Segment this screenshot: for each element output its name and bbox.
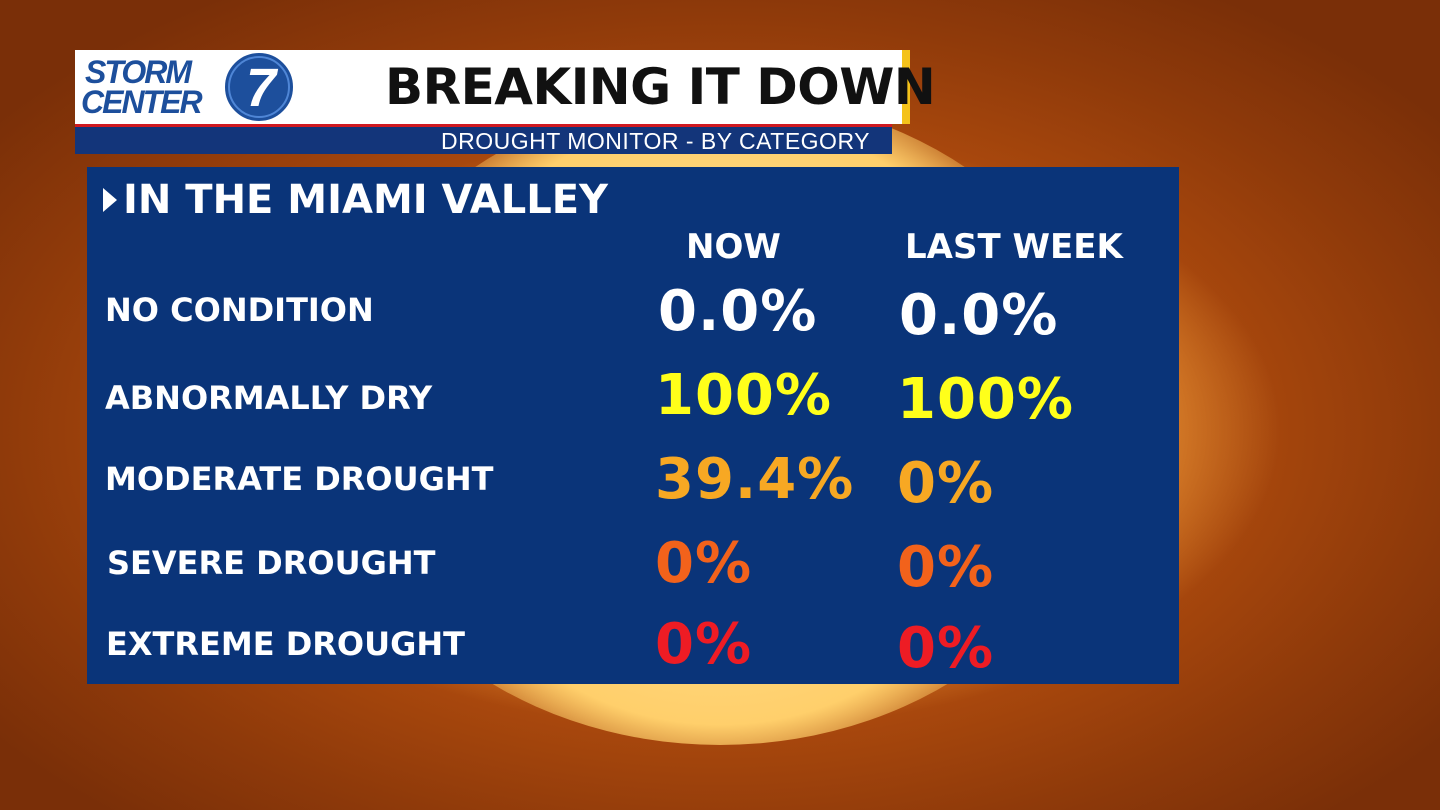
subtitle-bar: DROUGHT MONITOR - BY CATEGORY [75,124,892,154]
row-label-extreme-drought: EXTREME DROUGHT [106,625,465,663]
drought-table-panel: IN THE MIAMI VALLEY NOW LAST WEEK NO CON… [87,167,1179,684]
region-heading: IN THE MIAMI VALLEY [103,177,608,223]
row-label-abnormally-dry: ABNORMALLY DRY [105,379,433,417]
region-heading-text: IN THE MIAMI VALLEY [123,177,609,223]
logo-number: 7 [246,58,279,118]
row-last-week-abnormally-dry: 100% [897,367,1075,432]
row-label-no-condition: NO CONDITION [105,291,374,329]
channel-7-icon: 7 [223,51,295,123]
row-now-moderate-drought: 39.4% [655,447,855,512]
row-last-week-extreme-drought: 0% [897,616,995,681]
row-last-week-no-condition: 0.0% [899,283,1059,348]
row-now-no-condition: 0.0% [658,279,818,344]
title-banner: STORM CENTER 7 BREAKING IT DOWN DROUGHT … [75,50,936,154]
row-last-week-severe-drought: 0% [897,535,995,600]
row-label-severe-drought: SEVERE DROUGHT [107,544,436,582]
page-subtitle: DROUGHT MONITOR - BY CATEGORY [441,128,870,154]
row-label-moderate-drought: MODERATE DROUGHT [105,460,494,498]
column-header-now: NOW [686,227,781,267]
logo-storm-text: STORM [85,54,192,90]
title-bar: STORM CENTER 7 BREAKING IT DOWN [75,50,936,124]
storm-center-7-logo: STORM CENTER 7 [75,50,305,124]
row-now-severe-drought: 0% [655,531,753,596]
row-now-extreme-drought: 0% [655,612,753,677]
column-header-last-week: LAST WEEK [905,227,1123,267]
play-triangle-icon [103,188,117,212]
page-title: BREAKING IT DOWN [385,58,936,116]
row-now-abnormally-dry: 100% [655,363,833,428]
logo-center-text: CENTER [81,84,203,120]
row-last-week-moderate-drought: 0% [897,451,995,516]
